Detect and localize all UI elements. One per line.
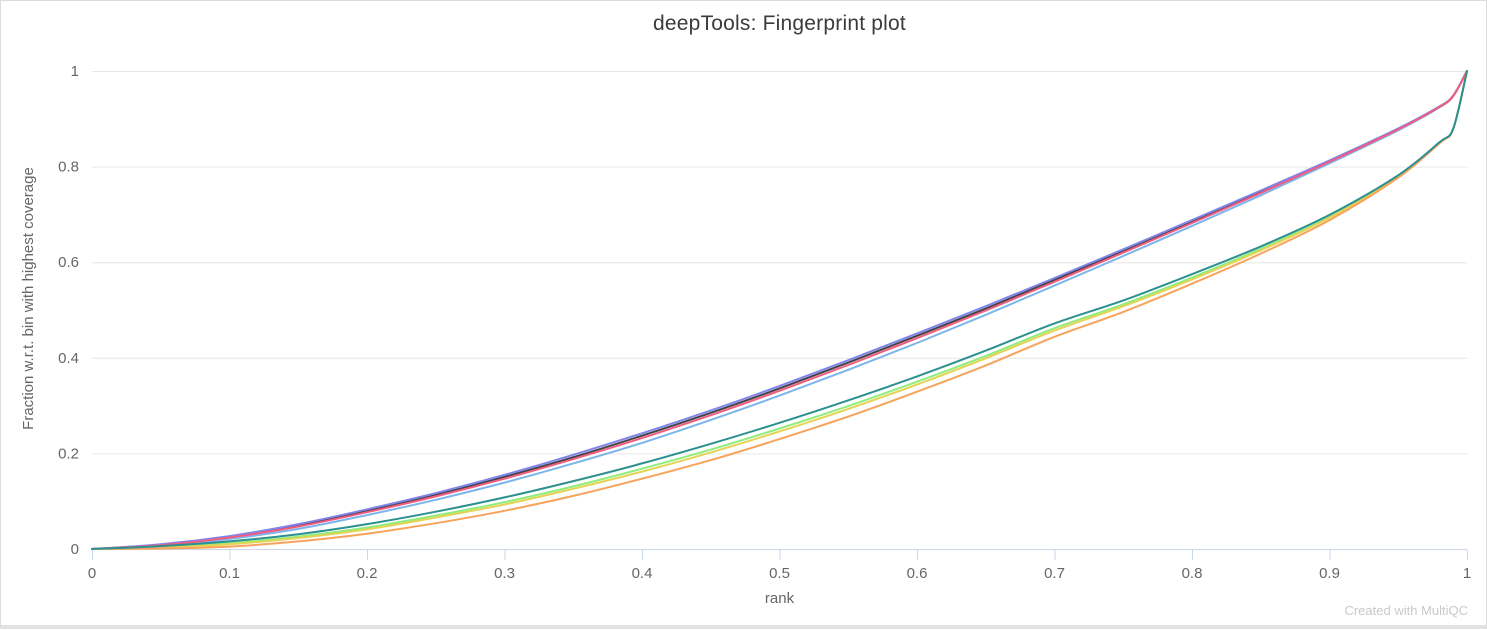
y-tick-label: 0.8 [58,159,79,176]
y-tick-label: 0 [71,541,79,558]
page-title: deepTools: Fingerprint plot [653,12,906,35]
series-line[interactable] [91,70,1468,550]
x-tick-label: 0.7 [1044,565,1065,582]
multiqc-watermark: Created with MultiQC [1344,603,1468,618]
series-line[interactable] [91,70,1468,550]
y-tick-label: 1 [71,63,79,80]
plot-area[interactable] [92,71,1467,549]
x-tick-label: 0.3 [494,565,515,582]
series-line[interactable] [91,70,1468,550]
series-line[interactable] [91,70,1468,550]
series-line[interactable] [91,70,1468,550]
x-tick-label: 0 [88,565,96,582]
y-tick-label: 0.2 [58,445,79,462]
x-tick-label: 0.8 [1182,565,1203,582]
x-tick-label: 0.1 [219,565,240,582]
y-tick-label: 0.6 [58,254,79,271]
x-tick-label: 0.6 [907,565,928,582]
x-tick-label: 0.5 [769,565,790,582]
x-tick-label: 1 [1463,565,1471,582]
y-tick-label: 0.4 [58,350,79,367]
series-line[interactable] [91,70,1468,550]
x-tick-label: 0.2 [357,565,378,582]
x-tick-label: 0.9 [1319,565,1340,582]
x-tick-label: 0.4 [632,565,653,582]
x-axis-title: rank [764,590,795,607]
